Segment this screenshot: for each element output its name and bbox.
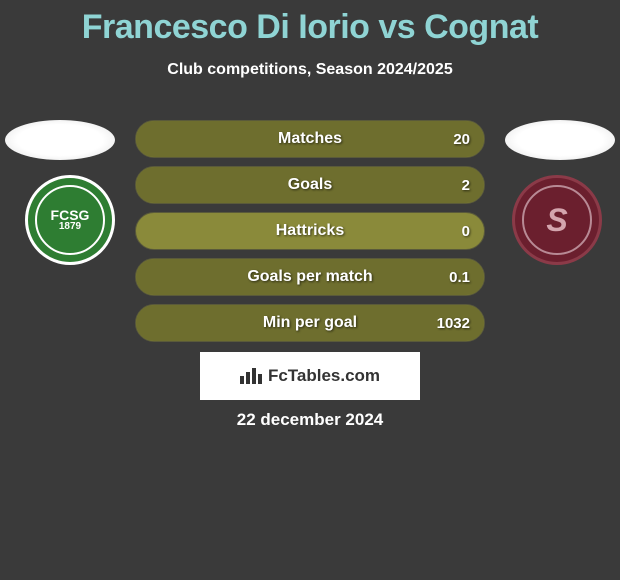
club-logo-right-inner: S xyxy=(522,185,592,255)
branding-badge: FcTables.com xyxy=(200,352,420,400)
stat-value-right: 2 xyxy=(462,177,470,194)
club-left-label-mid: 1879 xyxy=(59,222,81,232)
club-logo-left: FCSG 1879 xyxy=(25,175,115,265)
club-logo-left-inner: FCSG 1879 xyxy=(35,185,105,255)
stat-row: Min per goal 1032 xyxy=(135,304,485,342)
comparison-subtitle: Club competitions, Season 2024/2025 xyxy=(0,61,620,79)
stat-label: Matches xyxy=(136,130,484,148)
stat-row: Goals per match 0.1 xyxy=(135,258,485,296)
stat-value-right: 20 xyxy=(453,131,470,148)
player-badge-left xyxy=(5,120,115,160)
stat-row: Goals 2 xyxy=(135,166,485,204)
stat-label: Min per goal xyxy=(136,314,484,332)
stat-value-right: 0.1 xyxy=(449,269,470,286)
stat-row: Matches 20 xyxy=(135,120,485,158)
comparison-date: 22 december 2024 xyxy=(0,410,620,430)
stat-value-right: 1032 xyxy=(437,315,470,332)
stat-row: Hattricks 0 xyxy=(135,212,485,250)
stat-label: Goals xyxy=(136,176,484,194)
stat-value-right: 0 xyxy=(462,223,470,240)
branding-text: FcTables.com xyxy=(268,366,380,386)
comparison-rows: Matches 20 Goals 2 Hattricks 0 Goals per… xyxy=(135,120,485,350)
stat-label: Hattricks xyxy=(136,222,484,240)
club-left-label-top: FCSG xyxy=(51,208,90,222)
bar-chart-icon xyxy=(240,368,262,384)
club-logo-right: S xyxy=(512,175,602,265)
club-right-label: S xyxy=(546,202,567,239)
player-badge-right xyxy=(505,120,615,160)
stat-label: Goals per match xyxy=(136,268,484,286)
comparison-title: Francesco Di Iorio vs Cognat xyxy=(0,0,620,47)
